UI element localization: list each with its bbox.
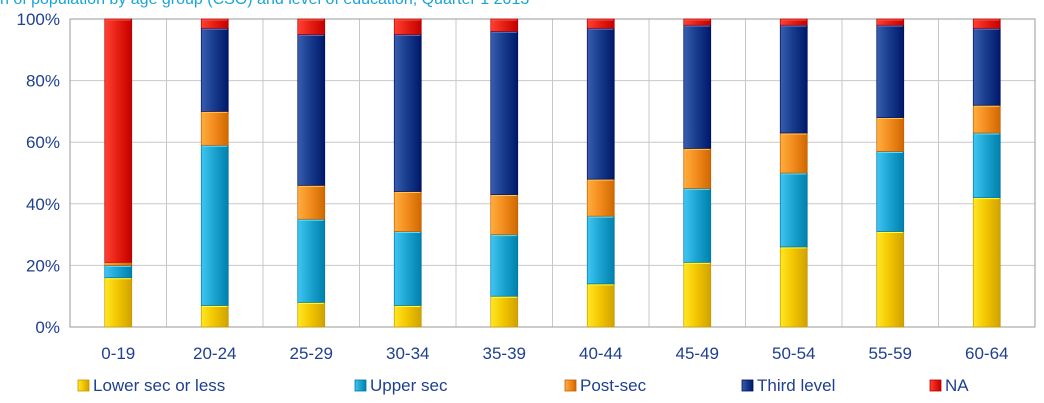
legend-label: Post-sec (580, 376, 647, 395)
legend-label: Upper sec (370, 376, 448, 395)
bar-segment-0-19-na (105, 19, 132, 262)
bar-segment-20-24-upper-sec (201, 145, 228, 305)
y-tick-label: 40% (26, 195, 60, 214)
bar-segment-50-54-upper-sec (780, 173, 807, 247)
x-tick-label: 20-24 (193, 344, 236, 363)
bar-segment-25-29-post-sec (298, 185, 325, 219)
bar-segment-30-34-lower-sec-or-less (394, 305, 421, 327)
legend-label: Lower sec or less (93, 376, 225, 395)
bar-segment-60-64-third-level (973, 28, 1000, 105)
bar-segment-45-49-lower-sec-or-less (684, 262, 711, 327)
bar-segment-35-39-third-level (491, 31, 518, 194)
bar-segment-20-24-post-sec (201, 111, 228, 145)
x-tick-label: 45-49 (676, 344, 719, 363)
bar-segment-30-34-third-level (394, 34, 421, 191)
legend-label: Third level (757, 376, 835, 395)
x-tick-label: 55-59 (869, 344, 912, 363)
bar-segment-60-64-lower-sec-or-less (973, 198, 1000, 327)
legend-swatch (565, 380, 576, 391)
x-tick-label: 0-19 (101, 344, 135, 363)
y-tick-label: 0% (35, 318, 60, 337)
legend-swatch (355, 380, 366, 391)
bar-segment-0-19-post-sec (105, 262, 132, 265)
bar-segment-25-29-third-level (298, 34, 325, 185)
bar-segment-40-44-upper-sec (587, 216, 614, 284)
chart-title: n of population by age group (CSO) and l… (0, 0, 529, 9)
x-tick-label: 50-54 (772, 344, 815, 363)
x-tick-label: 35-39 (483, 344, 526, 363)
bar-segment-55-59-lower-sec-or-less (877, 232, 904, 327)
bar-segment-20-24-third-level (201, 28, 228, 111)
bar-segment-55-59-third-level (877, 25, 904, 117)
bar-segment-25-29-na (298, 19, 325, 34)
bar-segment-35-39-upper-sec (491, 235, 518, 297)
bar-segment-35-39-lower-sec-or-less (491, 296, 518, 327)
y-tick-label: 100% (17, 10, 60, 29)
x-tick-label: 40-44 (579, 344, 622, 363)
bar-segment-50-54-third-level (780, 25, 807, 133)
bar-segment-50-54-lower-sec-or-less (780, 247, 807, 327)
bar-segment-50-54-post-sec (780, 133, 807, 173)
bar-segment-20-24-lower-sec-or-less (201, 305, 228, 327)
bar-segment-55-59-upper-sec (877, 151, 904, 231)
bar-segment-60-64-upper-sec (973, 133, 1000, 198)
bar-segment-35-39-post-sec (491, 195, 518, 235)
bar-segment-0-19-lower-sec-or-less (105, 278, 132, 327)
bar-segment-0-19-upper-sec (105, 265, 132, 277)
bar-segment-40-44-lower-sec-or-less (587, 284, 614, 327)
bar-segment-45-49-third-level (684, 25, 711, 148)
legend-swatch (78, 380, 89, 391)
bar-segment-30-34-post-sec (394, 191, 421, 231)
y-tick-label: 80% (26, 72, 60, 91)
legend-label: NA (945, 376, 969, 395)
bar-segment-25-29-upper-sec (298, 219, 325, 302)
bar-segment-45-49-upper-sec (684, 188, 711, 262)
bar-segment-40-44-post-sec (587, 179, 614, 216)
x-tick-label: 25-29 (290, 344, 333, 363)
bar-segment-30-34-na (394, 19, 421, 34)
y-tick-label: 20% (26, 256, 60, 275)
bar-segment-40-44-third-level (587, 28, 614, 179)
bar-segment-35-39-na (491, 19, 518, 31)
x-tick-label: 30-34 (386, 344, 429, 363)
bar-segment-45-49-post-sec (684, 148, 711, 188)
legend-swatch (930, 380, 941, 391)
bar-segment-30-34-upper-sec (394, 232, 421, 306)
x-tick-label: 60-64 (965, 344, 1008, 363)
bar-segment-55-59-post-sec (877, 118, 904, 152)
legend-swatch (742, 380, 753, 391)
bar-segment-60-64-post-sec (973, 105, 1000, 133)
y-tick-label: 60% (26, 133, 60, 152)
bar-segment-25-29-lower-sec-or-less (298, 302, 325, 327)
